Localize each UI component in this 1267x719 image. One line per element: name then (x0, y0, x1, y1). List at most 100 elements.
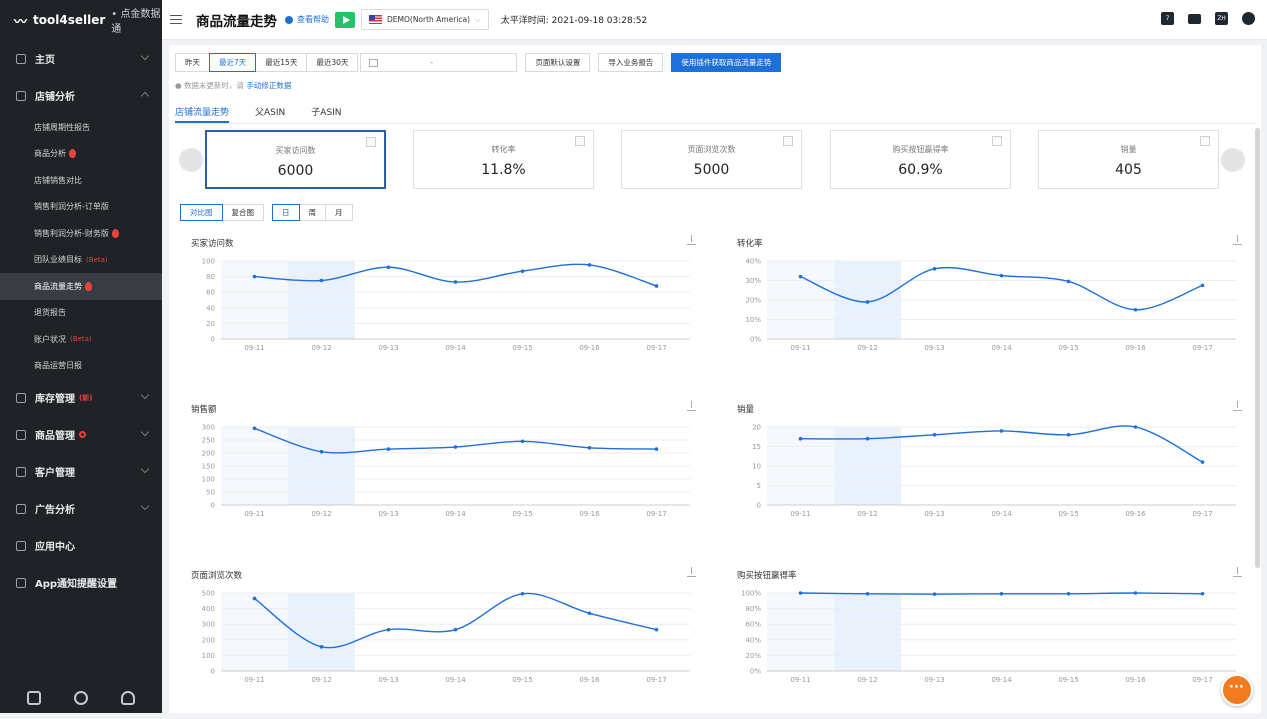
download-icon[interactable] (1233, 567, 1242, 577)
help-link[interactable]: 查看帮助 (297, 15, 329, 24)
sidebar-item-8[interactable]: 商品流量走势 (0, 273, 162, 300)
data-point (865, 591, 870, 596)
brand-logo[interactable]: 〰 tool4seller • 点金数据通 (0, 0, 162, 40)
kpi-next-arrow[interactable] (1221, 148, 1245, 172)
kpi-card[interactable]: 购买按钮赢得率 60.9% (830, 130, 1011, 189)
data-point (999, 273, 1004, 278)
kpi-card[interactable]: 销量 405 (1038, 130, 1219, 189)
brand-suffix: • 点金数据通 (111, 9, 161, 35)
y-tick-label: 50 (206, 489, 215, 497)
store-select[interactable]: DEMO(North America) ⌵ (361, 9, 489, 30)
download-icon[interactable] (1233, 235, 1242, 245)
sidebar-item-11[interactable]: 商品运营日报 (0, 353, 162, 380)
period-2[interactable]: 月 (325, 204, 353, 221)
download-icon[interactable] (687, 235, 696, 245)
y-tick-label: 20 (206, 320, 215, 328)
chevron-down-icon (140, 390, 150, 400)
sidebar-item-16[interactable]: 应用中心 (0, 527, 162, 564)
hot-fire-icon (111, 228, 119, 238)
y-tick-label: 10% (745, 316, 761, 324)
plugin-fetch-button[interactable]: 使用插件获取商品流量走势 (671, 53, 782, 72)
scrollbar[interactable] (1255, 128, 1260, 568)
menu-icon (16, 577, 26, 588)
sidebar-item-17[interactable]: App通知提醒设置 (0, 564, 162, 601)
sidebar-item-15[interactable]: 广告分析 (0, 490, 162, 527)
data-point (1066, 279, 1071, 284)
x-tick-label: 09-13 (924, 510, 944, 518)
sidebar-nav: 主页 店铺分析 店铺周期性报告 商品分析 店铺销售对比 销售利润分析-订单版 销售利润分析-… (0, 40, 162, 601)
view-mode-0[interactable]: 对比图 (180, 204, 223, 221)
period-1[interactable]: 周 (298, 204, 326, 221)
kpi-card[interactable]: 买家访问数 6000 (205, 130, 386, 189)
sidebar: 〰 tool4seller • 点金数据通 主页 店铺分析 店铺周期性报告 商品分析店… (0, 0, 162, 713)
default-settings-button[interactable]: 页面默认设置 (525, 53, 591, 72)
fix-data-link[interactable]: 手动修正数据 (246, 81, 292, 90)
x-tick-label: 09-15 (1058, 676, 1078, 684)
y-tick-label: 40% (745, 636, 761, 644)
mobile-icon[interactable] (26, 691, 41, 705)
sidebar-item-0[interactable]: 主页 (0, 40, 162, 77)
calendar-icon (369, 58, 379, 67)
sidebar-item-2[interactable]: 店铺周期性报告 (0, 114, 162, 141)
y-tick-label: 0 (757, 502, 761, 510)
update-notice: ● 数据未更新时，请 手动修正数据 (175, 80, 291, 91)
kpi-card[interactable]: 转化率 11.8% (413, 130, 594, 189)
calendar-icon[interactable]: 7 (1161, 12, 1174, 25)
y-tick-label: 0 (211, 502, 215, 510)
sidebar-item-3[interactable]: 商品分析 (0, 141, 162, 168)
kpi-card[interactable]: 页面浏览次数 5000 (621, 130, 802, 189)
tab-0[interactable]: 店铺流量走势 (175, 99, 230, 123)
kpi-checkbox[interactable] (575, 136, 585, 146)
sidebar-item-1[interactable]: 店铺分析 (0, 77, 162, 114)
chat-support-button[interactable] (1221, 674, 1253, 706)
range-option-1[interactable]: 最近7天 (209, 53, 257, 72)
sidebar-item-9[interactable]: 退货报告 (0, 300, 162, 327)
collapse-menu-icon[interactable] (170, 15, 182, 24)
kpi-checkbox[interactable] (783, 136, 793, 146)
sidebar-item-5[interactable]: 销售利润分析-订单版 (0, 194, 162, 221)
x-tick-label: 09-17 (646, 344, 666, 352)
tab-1[interactable]: 父ASIN (255, 108, 286, 118)
download-icon[interactable] (687, 401, 696, 411)
play-video-button[interactable] (335, 11, 355, 28)
qq-icon[interactable] (121, 691, 136, 705)
sidebar-item-6[interactable]: 销售利润分析-财务版 (0, 220, 162, 247)
range-option-3[interactable]: 最近30天 (306, 53, 359, 72)
download-icon[interactable] (687, 567, 696, 577)
line-chart: 转化率 0% 10% 20% 30% 40% 09-11 09-12 09-13 09-14 09-… (737, 235, 1242, 387)
sidebar-item-10[interactable]: 账户状况 (Beta) (0, 326, 162, 353)
sidebar-item-7[interactable]: 团队业绩目标 (Beta) (0, 247, 162, 274)
data-point (386, 265, 391, 270)
kpi-prev-arrow[interactable] (179, 148, 203, 172)
download-icon[interactable] (1233, 401, 1242, 411)
range-option-2[interactable]: 最近15天 (255, 53, 308, 72)
y-tick-label: 100 (202, 258, 215, 266)
x-tick-label: 09-15 (1058, 510, 1078, 518)
kpi-checkbox[interactable] (366, 137, 376, 147)
x-tick-label: 09-12 (857, 510, 877, 518)
wechat-icon[interactable] (73, 691, 88, 705)
pacific-time: 太平洋时间: 2021-09-18 03:28:52 (500, 16, 648, 26)
mail-icon[interactable] (1188, 13, 1201, 24)
tab-2[interactable]: 子ASIN (311, 108, 342, 118)
kpi-checkbox[interactable] (992, 136, 1002, 146)
chevron-down-icon (140, 427, 150, 437)
x-tick-label: 09-16 (1125, 344, 1146, 352)
sidebar-item-4[interactable]: 店铺销售对比 (0, 167, 162, 194)
kpi-checkbox[interactable] (1200, 136, 1210, 146)
data-point (654, 284, 659, 288)
sidebar-footer (0, 691, 162, 705)
y-tick-label: 0 (211, 668, 215, 676)
user-avatar-icon[interactable] (1242, 12, 1255, 25)
view-mode-1[interactable]: 复合图 (221, 204, 264, 221)
sidebar-item-13[interactable]: 商品管理 (0, 416, 162, 453)
period-0[interactable]: 日 (272, 204, 300, 221)
language-switch[interactable]: ZH (1215, 12, 1228, 25)
range-option-0[interactable]: 昨天 (175, 53, 210, 72)
sidebar-item-14[interactable]: 客户管理 (0, 453, 162, 490)
sidebar-item-12[interactable]: 库存管理 (新) (0, 379, 162, 416)
y-tick-label: 500 (202, 590, 215, 598)
date-range-picker[interactable]: - (360, 53, 518, 72)
line-chart: 买家访问数 0 20 40 60 80 100 09-11 09-12 09-13 09-14 09-… (191, 235, 696, 387)
import-report-button[interactable]: 导入业务报告 (598, 53, 664, 72)
